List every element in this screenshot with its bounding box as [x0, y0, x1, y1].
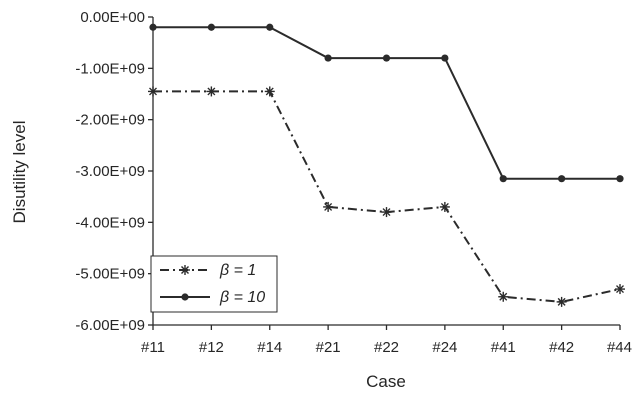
- data-point-marker: [323, 201, 334, 212]
- data-point-marker: [616, 175, 624, 183]
- y-tick-label: -1.00E+09: [75, 60, 145, 77]
- y-axis-label: Disutility level: [10, 121, 29, 224]
- marker-stroke: [149, 87, 157, 96]
- data-point-marker: [615, 284, 625, 295]
- data-point-marker: [441, 54, 449, 62]
- marker-stroke: [207, 87, 216, 96]
- data-point-marker: [382, 54, 391, 62]
- x-tick-label: #14: [257, 339, 282, 356]
- data-point-marker: [206, 86, 217, 97]
- y-tick-label: -2.00E+09: [75, 112, 145, 129]
- y-tick-label: -5.00E+09: [75, 266, 145, 283]
- data-point-marker: [498, 291, 509, 302]
- marker-stroke: [265, 87, 274, 96]
- data-point-marker: [324, 54, 332, 62]
- y-tick-label: -6.00E+09: [75, 317, 145, 334]
- y-tick-label: 0.00E+00: [80, 9, 145, 26]
- marker-stroke: [499, 292, 508, 301]
- x-axis-label: Case: [366, 372, 406, 391]
- legend-box: [150, 255, 278, 313]
- marker-stroke: [557, 297, 566, 306]
- data-point-marker: [558, 175, 566, 183]
- x-tick-label: #11: [141, 339, 165, 356]
- x-tick-label: #42: [549, 339, 574, 356]
- data-point-marker: [207, 23, 215, 31]
- legend: β = 1 β = 10: [150, 255, 278, 313]
- series-line: [153, 26, 620, 180]
- marker-stroke: [616, 285, 624, 294]
- x-tick-label: #41: [491, 339, 516, 356]
- legend-sample-beta-10: [160, 293, 210, 301]
- marker-stroke: [382, 208, 391, 217]
- x-tick-label: #12: [199, 339, 224, 356]
- data-point-marker: [381, 207, 392, 218]
- x-tick-label: #44: [607, 339, 632, 356]
- marker-stroke: [181, 266, 189, 274]
- marker-stroke: [440, 202, 449, 211]
- data-point-marker: [264, 86, 275, 97]
- x-tick-label: #22: [374, 339, 399, 356]
- legend-label-beta-1: β = 1: [219, 262, 256, 279]
- data-point-marker: [149, 23, 157, 31]
- x-axis: #11 #12 #14 #21 #22 #24 #41 #42 #44: [141, 324, 632, 356]
- marker-stroke: [324, 202, 333, 211]
- x-tick-label: #21: [316, 339, 341, 356]
- data-point-marker: [499, 175, 507, 183]
- data-point-marker: [266, 23, 274, 31]
- legend-marker-sample: [181, 293, 189, 301]
- y-tick-label: -3.00E+09: [75, 163, 145, 180]
- y-ticks: 0.00E+00 -1.00E+09 -2.00E+09 -3.00E+09 -4.00…: [75, 9, 153, 334]
- data-point-marker: [439, 201, 450, 212]
- y-axis: 0.00E+00 -1.00E+09 -2.00E+09 -3.00E+09 -4.00…: [75, 9, 154, 334]
- legend-sample-beta-1: [160, 265, 210, 275]
- data-point-marker: [148, 86, 158, 97]
- data-point-marker: [556, 296, 567, 307]
- series-layer: [148, 23, 625, 307]
- y-tick-label: -4.00E+09: [75, 214, 145, 231]
- x-ticks: #11 #12 #14 #21 #22 #24 #41 #42 #44: [141, 325, 632, 356]
- legend-label-beta-10: β = 10: [219, 289, 265, 306]
- x-tick-label: #24: [432, 339, 457, 356]
- legend-marker-sample: [180, 265, 190, 275]
